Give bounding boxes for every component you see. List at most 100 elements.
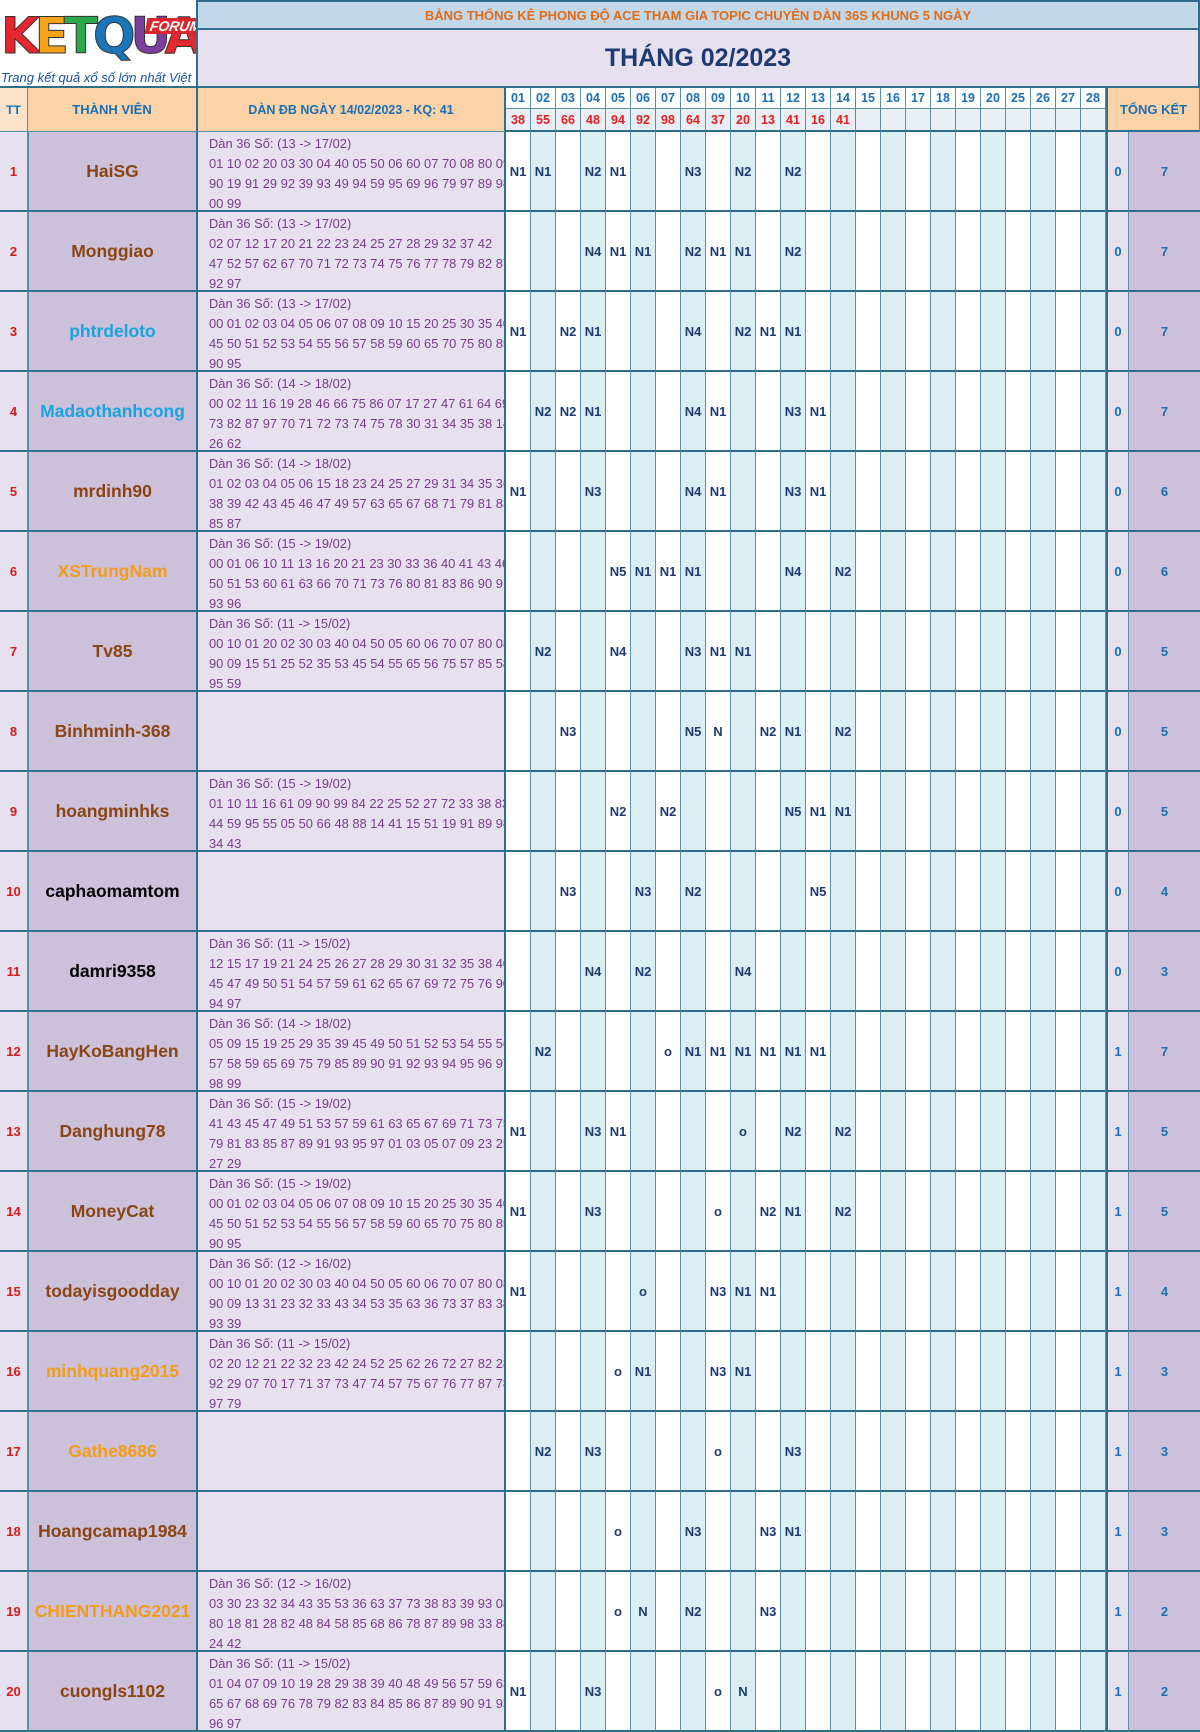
day-mark bbox=[1031, 1652, 1056, 1732]
day-mark: N2 bbox=[531, 372, 556, 452]
day-mark bbox=[631, 612, 656, 692]
day-mark bbox=[731, 372, 756, 452]
day-result: 55 bbox=[531, 109, 556, 132]
day-mark bbox=[531, 1572, 556, 1652]
day-mark bbox=[656, 1572, 681, 1652]
row-number: 9 bbox=[0, 772, 28, 852]
day-mark bbox=[756, 772, 781, 852]
day-mark bbox=[1006, 1412, 1031, 1492]
day-mark: N2 bbox=[781, 212, 806, 292]
column-header-tt: TT bbox=[0, 88, 28, 132]
day-mark bbox=[506, 212, 531, 292]
day-mark bbox=[706, 292, 731, 372]
summary-total: 6 bbox=[1129, 452, 1200, 532]
summary-miss-count: 0 bbox=[1106, 772, 1129, 852]
day-mark bbox=[806, 1492, 831, 1572]
day-mark: N2 bbox=[831, 1092, 856, 1172]
dan-line: 45 50 51 52 53 54 55 56 57 58 59 60 65 7… bbox=[209, 336, 506, 351]
day-mark bbox=[706, 1092, 731, 1172]
summary-miss-count: 1 bbox=[1106, 1012, 1129, 1092]
day-mark: o bbox=[631, 1252, 656, 1332]
day-mark bbox=[831, 1492, 856, 1572]
day-mark bbox=[981, 452, 1006, 532]
day-mark bbox=[856, 372, 881, 452]
day-mark bbox=[956, 1492, 981, 1572]
day-mark bbox=[606, 852, 631, 932]
day-mark bbox=[531, 452, 556, 532]
day-mark bbox=[931, 1092, 956, 1172]
day-mark bbox=[556, 1412, 581, 1492]
dan-line: 00 99 bbox=[209, 196, 242, 211]
dan-line: 45 50 51 52 53 54 55 56 57 58 59 60 65 7… bbox=[209, 1216, 506, 1231]
day-mark: N1 bbox=[756, 1252, 781, 1332]
day-mark bbox=[881, 532, 906, 612]
day-mark: N1 bbox=[681, 532, 706, 612]
day-result bbox=[981, 109, 1006, 132]
day-header: 03 bbox=[556, 88, 581, 109]
day-mark: N3 bbox=[781, 372, 806, 452]
day-mark: N1 bbox=[756, 292, 781, 372]
day-mark bbox=[756, 372, 781, 452]
day-mark bbox=[531, 1492, 556, 1572]
day-header: 28 bbox=[1081, 88, 1106, 109]
day-header: 14 bbox=[831, 88, 856, 109]
summary-total: 7 bbox=[1129, 292, 1200, 372]
day-mark bbox=[531, 932, 556, 1012]
day-mark: N1 bbox=[506, 1652, 531, 1732]
day-mark bbox=[1006, 212, 1031, 292]
summary-miss-count: 1 bbox=[1106, 1252, 1129, 1332]
day-mark bbox=[956, 212, 981, 292]
day-mark: N2 bbox=[681, 852, 706, 932]
day-mark bbox=[506, 692, 531, 772]
day-mark bbox=[931, 1012, 956, 1092]
row-number: 16 bbox=[0, 1332, 28, 1412]
logo-wordmark: KETQUA2 bbox=[1, 7, 198, 65]
dan-numbers: Dàn 36 Số: (12 -> 16/02) 03 30 23 32 34 4… bbox=[198, 1572, 506, 1652]
day-mark bbox=[856, 612, 881, 692]
day-mark: N2 bbox=[556, 372, 581, 452]
dan-line: 94 97 bbox=[209, 996, 242, 1011]
dan-line: 90 09 15 51 25 52 35 53 45 54 55 65 56 7… bbox=[209, 656, 506, 671]
dan-numbers: Dàn 36 Số: (15 -> 19/02) 41 43 45 47 49 5… bbox=[198, 1092, 506, 1172]
summary-miss-count: 0 bbox=[1106, 372, 1129, 452]
day-mark bbox=[581, 852, 606, 932]
day-mark bbox=[756, 932, 781, 1012]
day-mark bbox=[1056, 372, 1081, 452]
column-header-dan: DÀN ĐB NGÀY 14/02/2023 - KQ: 41 bbox=[198, 88, 506, 132]
dan-line: 90 19 91 29 92 39 93 49 94 59 95 69 96 7… bbox=[209, 176, 506, 191]
day-mark bbox=[931, 532, 956, 612]
dan-line: 01 04 07 09 10 19 28 29 38 39 40 48 49 5… bbox=[209, 1676, 506, 1691]
day-mark bbox=[681, 772, 706, 852]
day-mark bbox=[906, 1492, 931, 1572]
day-mark bbox=[581, 1572, 606, 1652]
member-name: Madaothanhcong bbox=[28, 372, 198, 452]
day-mark bbox=[956, 612, 981, 692]
row-number: 12 bbox=[0, 1012, 28, 1092]
day-mark: N5 bbox=[806, 852, 831, 932]
day-mark bbox=[631, 1652, 656, 1732]
day-mark bbox=[681, 1092, 706, 1172]
day-mark bbox=[731, 1492, 756, 1572]
day-mark bbox=[981, 932, 1006, 1012]
day-result: 13 bbox=[756, 109, 781, 132]
member-name: damri9358 bbox=[28, 932, 198, 1012]
day-mark bbox=[1056, 132, 1081, 212]
day-mark bbox=[606, 452, 631, 532]
day-mark bbox=[581, 1252, 606, 1332]
day-mark: N3 bbox=[581, 1092, 606, 1172]
day-mark bbox=[956, 532, 981, 612]
day-mark: N2 bbox=[731, 132, 756, 212]
day-mark bbox=[931, 692, 956, 772]
day-mark: N4 bbox=[681, 372, 706, 452]
dan-numbers: Dàn 36 Số: (14 -> 18/02) 01 02 03 04 05 0… bbox=[198, 452, 506, 532]
dan-line: 79 81 83 85 87 89 91 93 95 97 01 03 05 0… bbox=[209, 1136, 506, 1151]
day-mark: N3 bbox=[581, 452, 606, 532]
day-mark bbox=[731, 852, 756, 932]
day-mark bbox=[831, 1652, 856, 1732]
day-mark bbox=[931, 1412, 956, 1492]
day-mark bbox=[556, 772, 581, 852]
day-mark bbox=[1081, 612, 1106, 692]
day-mark bbox=[1056, 292, 1081, 372]
day-mark bbox=[1056, 1012, 1081, 1092]
summary-total: 5 bbox=[1129, 1092, 1200, 1172]
